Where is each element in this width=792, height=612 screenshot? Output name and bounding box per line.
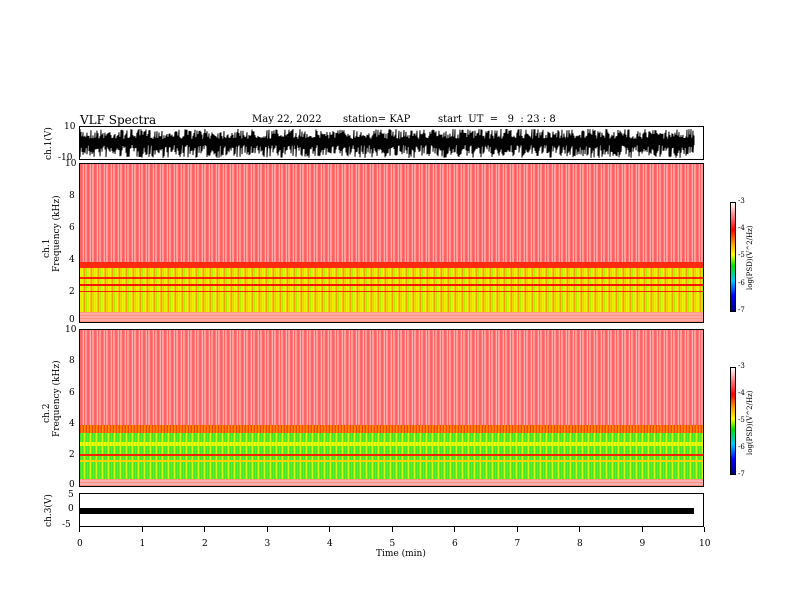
time-tick-label: 7 (514, 539, 521, 549)
ch1-colorbar-label: log(PSD)(V^2/Hz) (746, 225, 754, 290)
ch1-freq-tick-4: 4 (69, 255, 75, 265)
ch2-colorbar-label: log(PSD)(V^2/Hz) (746, 390, 754, 455)
time-tick-label: 10 (699, 539, 711, 549)
time-tick-mark (204, 527, 205, 532)
ch3-trace (80, 508, 694, 514)
ch1-ytick-top: 10 (64, 122, 76, 132)
ch2-freq-tick-4: 4 (69, 419, 75, 429)
ch1-freq-tick-0: 0 (69, 315, 75, 325)
ch2-spec-channel-label: ch.2 (42, 403, 52, 423)
time-tick-label: 2 (202, 539, 208, 549)
ch1-ytick-bottom: -10 (58, 153, 73, 163)
ch2-freq-tick-2: 2 (69, 450, 75, 460)
time-tick-label: 4 (327, 539, 333, 549)
time-tick-mark (141, 527, 143, 532)
time-tick-label: 0 (77, 539, 83, 549)
time-tick-label: 8 (577, 539, 583, 549)
ch1-colorbar-tick-m3: -3 (738, 197, 745, 205)
ch1-colorbar-tick-m6: -6 (738, 279, 745, 287)
time-tick-mark (641, 527, 643, 532)
ch1-freq-tick-6: 6 (69, 223, 75, 233)
time-tick-mark (79, 527, 80, 532)
ch1-colorbar (730, 202, 736, 312)
time-tick-label: 1 (139, 539, 146, 549)
ch2-freq-tick-8: 8 (69, 356, 75, 366)
ch1-waveform-panel (79, 126, 704, 160)
ch1-trace (80, 128, 695, 159)
ch3-waveform-panel (79, 493, 704, 527)
ch3-voltage-axis-label: ch.3(V) (44, 494, 54, 527)
station-label: station= KAP (343, 114, 411, 125)
ch3-ytick-5: 5 (68, 490, 74, 500)
time-tick-label: 6 (452, 539, 458, 549)
time-tick-mark (579, 527, 580, 532)
ch2-colorbar-tick-m4: -4 (738, 389, 745, 397)
ch3-ytick-m5: -5 (62, 520, 71, 530)
time-tick-mark (329, 527, 330, 532)
time-tick-label: 5 (389, 539, 396, 549)
ch1-freq-tick-10: 10 (65, 159, 77, 169)
ch3-ytick-0: 0 (68, 504, 74, 514)
ch2-colorbar-tick-m3: -3 (738, 362, 745, 370)
time-axis-label: Time (min) (376, 549, 426, 559)
ch2-colorbar-tick-m7: -7 (738, 470, 745, 478)
ch2-freq-tick-10: 10 (65, 325, 77, 335)
ch1-colorbar-tick-m5: -5 (738, 251, 745, 259)
date-label: May 22, 2022 (252, 114, 322, 125)
time-tick-mark (704, 527, 705, 532)
ch1-colorbar-tick-m7: -7 (738, 306, 745, 314)
ch1-freq-tick-2: 2 (69, 287, 75, 297)
start-ut-label: start UT = 9 : 23 : 8 (438, 114, 556, 125)
ch1-voltage-axis-label: ch.1(V) (44, 127, 54, 160)
time-tick-mark (516, 527, 518, 532)
ch2-colorbar (730, 367, 736, 475)
ch2-freq-tick-6: 6 (69, 388, 75, 398)
ch2-colorbar-tick-m5: -5 (738, 416, 745, 424)
time-tick-label: 9 (639, 539, 646, 549)
ch2-colorbar-tick-m6: -6 (738, 443, 745, 451)
ch1-freq-tick-8: 8 (69, 191, 75, 201)
time-tick-label: 3 (264, 539, 271, 549)
time-tick-mark (266, 527, 268, 532)
ch1-frequency-axis-label: Frequency (kHz) (52, 195, 62, 272)
ch2-frequency-axis-label: Frequency (kHz) (52, 360, 62, 437)
time-tick-mark (391, 527, 393, 532)
ch2-freq-tick-0: 0 (69, 480, 75, 490)
ch1-colorbar-tick-m4: -4 (738, 224, 745, 232)
ch1-spec-channel-label: ch.1 (42, 238, 52, 258)
ch1-spectrogram (79, 163, 704, 323)
chart-title: VLF Spectra (80, 113, 157, 127)
time-tick-mark (454, 527, 455, 532)
ch2-spectrogram (79, 329, 704, 487)
